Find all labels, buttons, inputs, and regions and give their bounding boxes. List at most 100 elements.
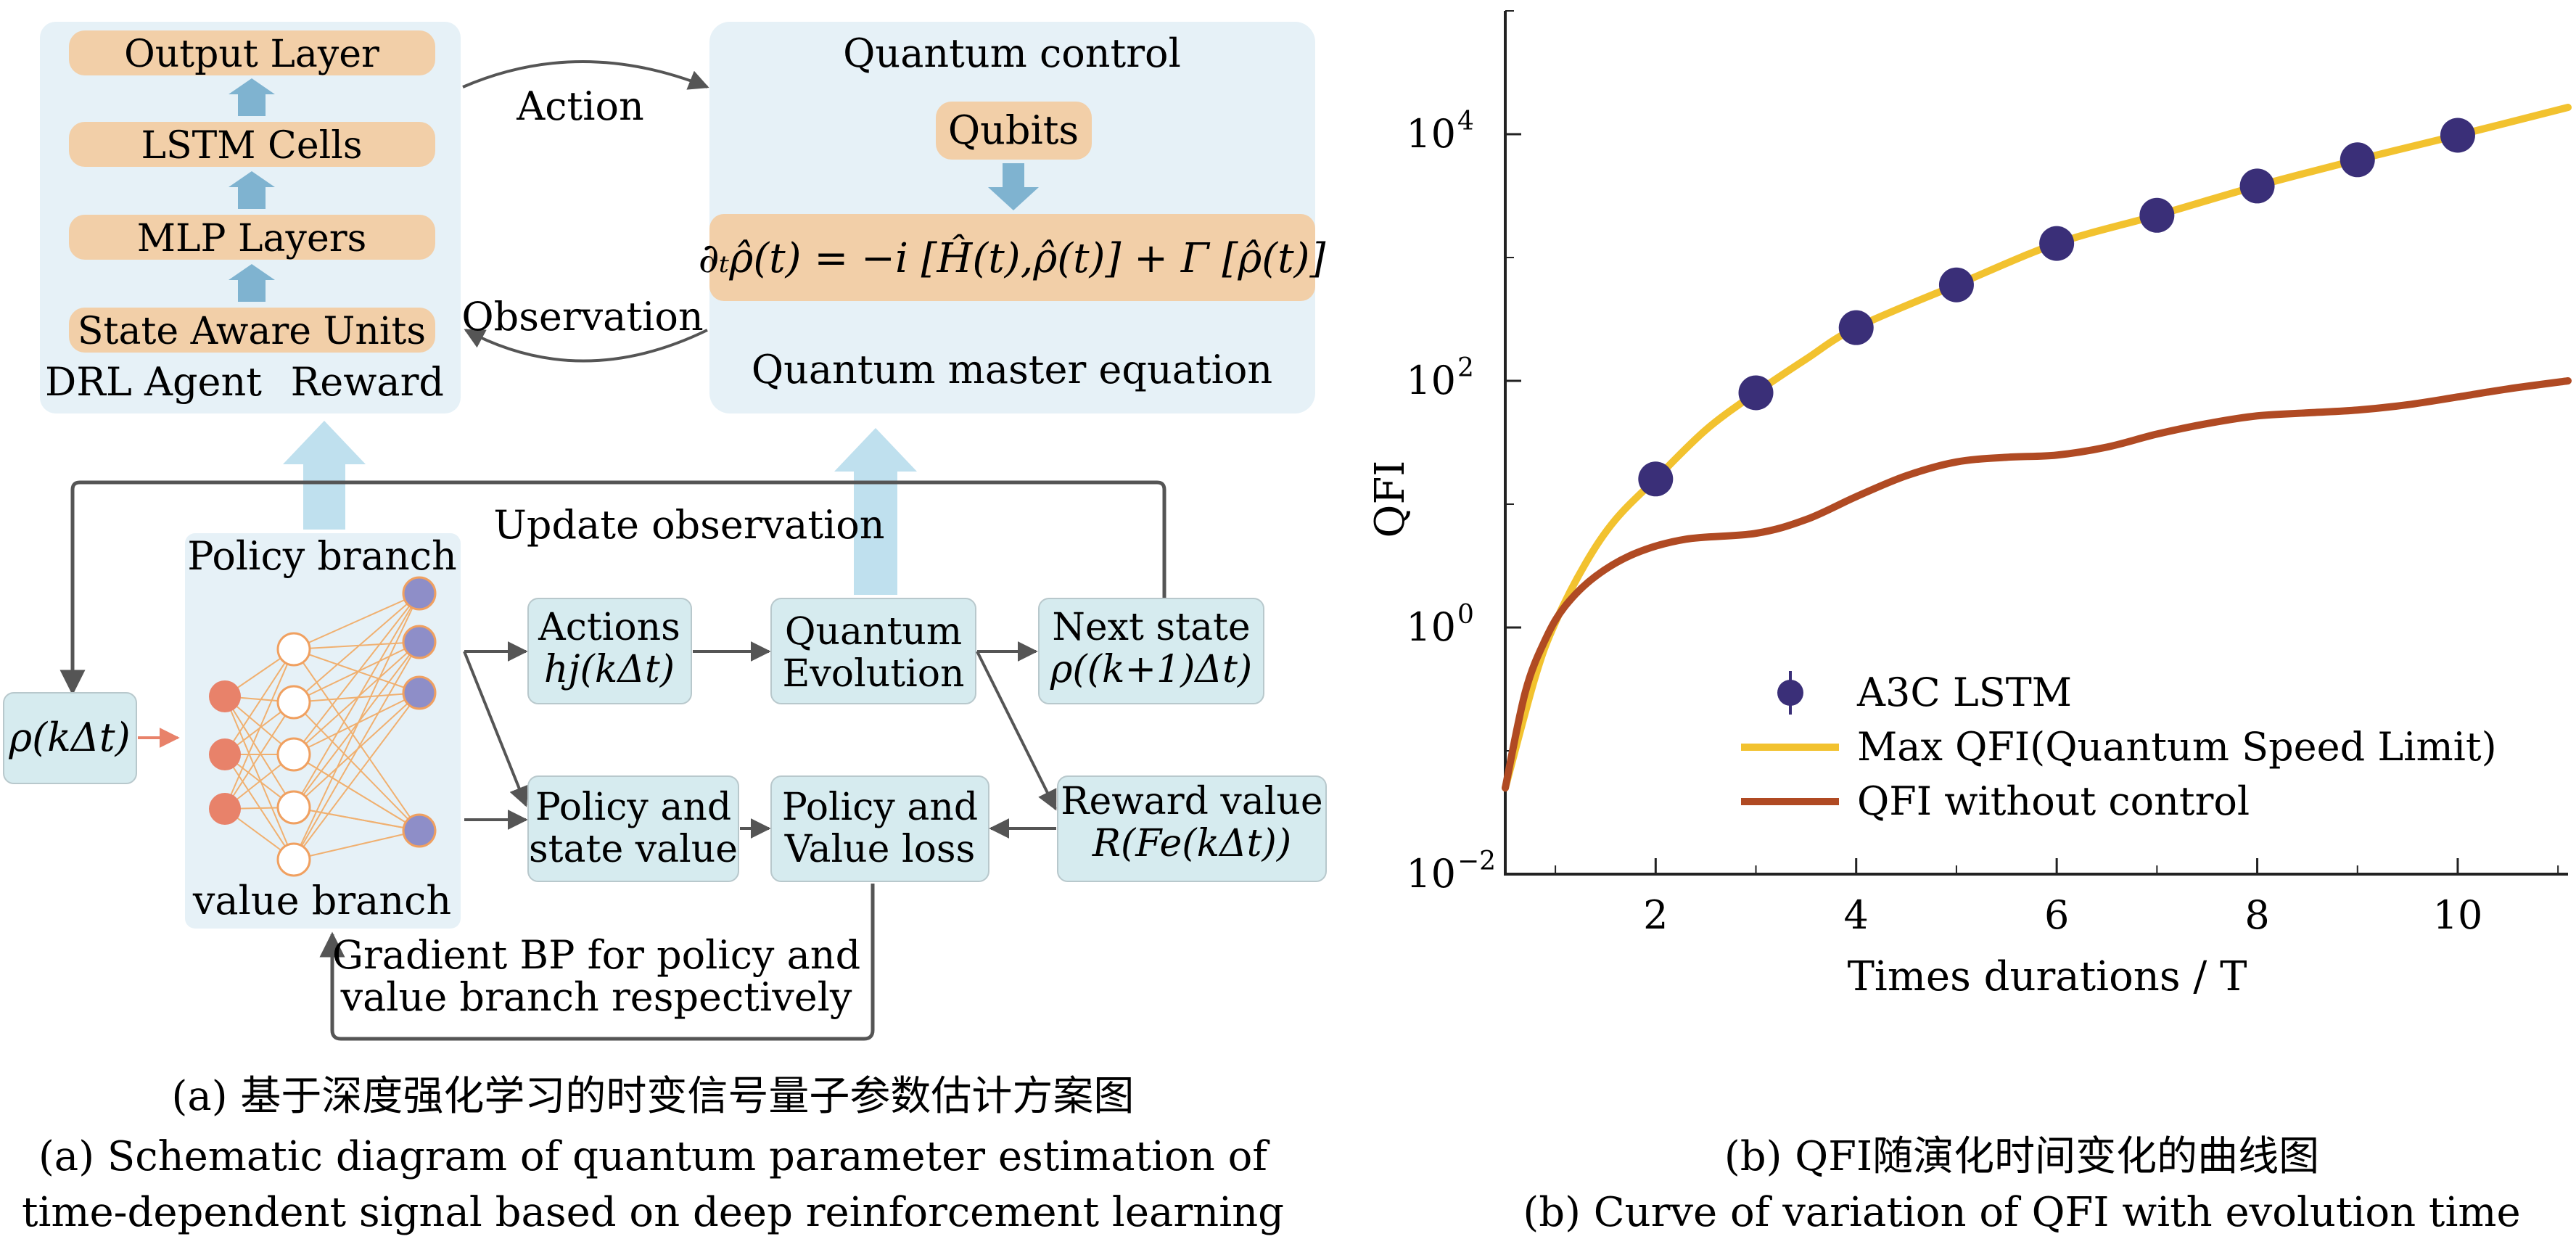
caption-b-en: (b) Curve of variation of QFI with evolu…	[1523, 1189, 2520, 1236]
x-tick-label: 6	[2044, 892, 2069, 938]
qubits-down-arrow-icon	[988, 163, 1039, 210]
max-qfi-curve	[1502, 104, 2572, 792]
y-tick-exponent: 4	[1457, 107, 1474, 136]
quantum-control-panel: Quantum control Qubits ∂ₜρ̂(t) = −i [Ĥ(t…	[699, 22, 1326, 413]
chart-legend: A3C LSTM Max QFI(Quantum Speed Limit) QFI …	[1741, 670, 2497, 824]
observation-label: Observation	[461, 294, 703, 339]
network-cross-arrow	[463, 651, 529, 807]
caption-a-en-2: time-dependent signal based on deep rein…	[22, 1189, 1284, 1236]
network-edge	[293, 641, 420, 650]
reward-value-box	[1057, 775, 1327, 882]
value-branch-label: value branch	[192, 878, 451, 923]
lstm-cells-box	[69, 122, 435, 167]
flow-diagram: Update observation ρ(kΔt) Policy branch …	[3, 480, 1327, 1041]
qubits-box	[936, 102, 1092, 160]
network-edge	[293, 692, 420, 860]
master-equation: ∂ₜρ̂(t) = −i [Ĥ(t),ρ̂(t)] + Γ [ρ̂(t)]	[699, 234, 1326, 282]
x-axis-label: Times durations / T	[1848, 953, 2247, 1000]
network-edge	[293, 593, 420, 808]
gradient-bp-label-1: Gradient BP for policy and	[332, 932, 860, 978]
policy-state-value-box	[527, 775, 739, 882]
hidden-node	[276, 685, 311, 720]
reward-label: Reward	[291, 359, 444, 405]
y-tick-label: 10	[1406, 851, 1456, 897]
master-equation-box	[709, 214, 1315, 301]
legend-label: Max QFI(Quantum Speed Limit)	[1857, 724, 2497, 770]
x-tick-label: 2	[1643, 892, 1668, 938]
output-node	[402, 576, 437, 611]
y-tick-label: 10	[1406, 111, 1456, 157]
network-edge	[293, 830, 420, 860]
policy-value-loss-label-1: Policy and	[782, 786, 978, 829]
actions-box	[527, 598, 692, 704]
state-aware-units-label: State Aware Units	[78, 310, 426, 353]
legend-marker	[1777, 680, 1803, 706]
policy-value-loss-box	[770, 775, 989, 882]
caption-b-cn: (b) QFI随演化时间变化的曲线图	[1724, 1133, 2319, 1180]
master-equation-caption: Quantum master equation	[752, 347, 1272, 392]
network-nodes	[209, 576, 437, 877]
y-tick-label: 10	[1406, 604, 1456, 650]
output-layer-label: Output Layer	[124, 33, 379, 76]
policy-state-value-label-1: Policy and	[535, 786, 731, 829]
hidden-node	[276, 790, 311, 825]
network-edge	[293, 641, 420, 808]
evolution-to-reward-arrow	[976, 651, 1057, 811]
gradient-bp-line	[319, 884, 875, 1041]
y-tick-exponent: 0	[1457, 600, 1474, 630]
network-edge	[224, 701, 295, 810]
update-observation-line	[59, 480, 1166, 696]
action-arrow	[462, 60, 709, 90]
gradient-bp-label-2: value branch respectively	[340, 974, 852, 1020]
a3c-lstm-point	[2340, 142, 2375, 178]
legend-label: QFI without control	[1857, 778, 2250, 824]
quantum-control-title: Quantum control	[843, 30, 1181, 76]
a3c-lstm-point	[2440, 118, 2475, 153]
network-edge	[293, 593, 420, 860]
chart-markers	[1638, 118, 2475, 497]
y-tick-exponent: 2	[1457, 353, 1474, 383]
rho-label: ρ(kΔt)	[8, 715, 130, 760]
quantum-evolution-box	[770, 598, 976, 704]
mlp-layers-label: MLP Layers	[137, 217, 367, 260]
caption-a-en-1: (a) Schematic diagram of quantum paramet…	[38, 1133, 1270, 1180]
policy-state-value-label-2: state value	[529, 828, 738, 871]
hidden-node	[276, 632, 311, 667]
drl-agent-panel: Output Layer LSTM Cells MLP Layers State…	[40, 22, 461, 413]
network-edge	[293, 641, 420, 703]
x-tick-label: 4	[1844, 892, 1869, 938]
network-edge	[293, 593, 420, 755]
network-edge	[224, 649, 295, 810]
mlp-layers-box	[69, 215, 435, 260]
actions-label-2: hj(kΔt)	[544, 648, 675, 691]
a3c-lstm-point	[2139, 197, 2175, 233]
quantum-evolution-label-2: Evolution	[782, 652, 964, 696]
network-edge	[224, 696, 295, 860]
layer-arrow-icon	[229, 78, 275, 116]
network-edge	[293, 593, 420, 703]
a3c-lstm-point	[2039, 226, 2075, 261]
quantum-evolution-label-1: Quantum	[785, 610, 962, 654]
y-tick-exponent: −2	[1457, 847, 1496, 876]
chart-curves	[1502, 104, 2572, 792]
actions-label-1: Actions	[538, 606, 680, 649]
network-edge	[293, 641, 420, 755]
qubits-label: Qubits	[948, 107, 1079, 153]
a3c-lstm-point	[1938, 267, 1974, 303]
action-label: Action	[516, 83, 644, 129]
caption-a-cn: (a) 基于深度强化学习的时变信号量子参数估计方案图	[172, 1073, 1135, 1120]
a3c-lstm-point	[1638, 461, 1674, 497]
drl-agent-label: DRL Agent	[45, 359, 262, 405]
a3c-lstm-point	[1838, 310, 1874, 345]
a3c-lstm-point	[2239, 168, 2275, 204]
next-state-label-1: Next state	[1052, 606, 1250, 649]
layer-arrow-icon	[229, 171, 275, 209]
no-control-curve	[1502, 377, 2572, 792]
a3c-lstm-point	[1738, 375, 1774, 411]
network-edge	[293, 593, 420, 650]
network-edge	[293, 807, 420, 831]
network-edge	[224, 649, 295, 755]
reward-value-label-2: R(Fe(kΔt))	[1092, 822, 1291, 865]
next-state-label-2: ρ((k+1)Δt)	[1050, 648, 1252, 691]
